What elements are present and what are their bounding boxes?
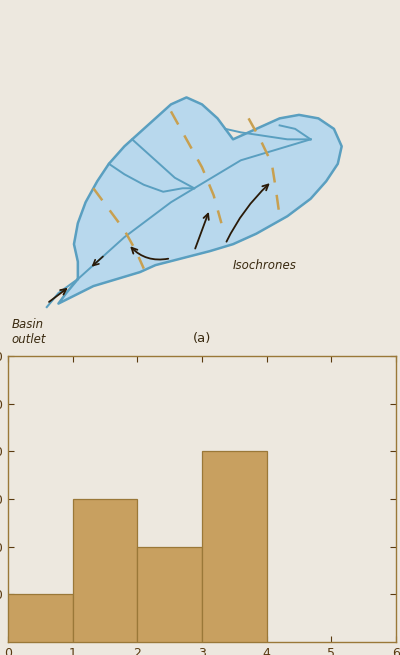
Bar [137,546,202,642]
Bar [202,451,267,642]
Text: Basin
outlet: Basin outlet [12,318,46,346]
Text: (a): (a) [193,332,211,345]
Text: Isochrones: Isochrones [233,259,297,272]
Polygon shape [58,98,342,303]
Bar [73,499,137,642]
Bar [8,594,73,642]
